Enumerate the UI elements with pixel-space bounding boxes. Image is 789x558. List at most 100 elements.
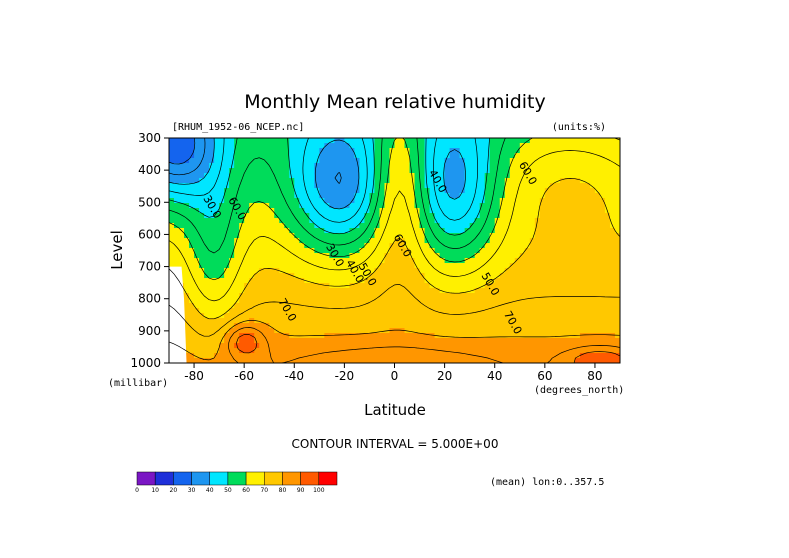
- heatmap-cell: [609, 183, 616, 189]
- heatmap-cell: [184, 263, 190, 269]
- heatmap-cell: [344, 268, 350, 274]
- heatmap-cell: [184, 298, 190, 304]
- heatmap-cell: [409, 233, 416, 239]
- heatmap-cell: [519, 223, 526, 229]
- heatmap-cell: [379, 303, 386, 309]
- heatmap-cell: [364, 333, 371, 339]
- heatmap-cell: [209, 333, 215, 339]
- heatmap-cell: [369, 178, 376, 184]
- heatmap-cell: [434, 148, 441, 154]
- heatmap-cell: [204, 358, 210, 363]
- heatmap-cell: [229, 308, 235, 314]
- heatmap-cell: [364, 298, 371, 304]
- heatmap-cell: [529, 168, 536, 174]
- heatmap-cell: [504, 223, 511, 229]
- heatmap-cell: [194, 223, 200, 229]
- heatmap-cell: [439, 143, 446, 149]
- heatmap-cell: [499, 168, 506, 174]
- heatmap-cell: [574, 298, 581, 304]
- heatmap-cell: [344, 238, 350, 244]
- heatmap-cell: [519, 283, 526, 289]
- heatmap-cell: [439, 338, 446, 344]
- heatmap-cell: [609, 208, 616, 214]
- heatmap-cell: [609, 348, 616, 354]
- heatmap-cell: [384, 228, 391, 234]
- heatmap-cell: [389, 283, 396, 289]
- heatmap-cell: [514, 153, 521, 159]
- heatmap-cell: [224, 243, 230, 249]
- heatmap-cell: [459, 303, 466, 309]
- heatmap-cell: [239, 303, 245, 309]
- heatmap-cell: [589, 178, 596, 184]
- heatmap-cell: [389, 143, 396, 149]
- heatmap-cell: [194, 358, 200, 363]
- x-tick-label: -60: [234, 369, 254, 383]
- heatmap-cell: [289, 183, 295, 189]
- heatmap-cell: [224, 298, 230, 304]
- heatmap-cell: [384, 193, 391, 199]
- heatmap-cell: [499, 263, 506, 269]
- heatmap-cell: [354, 308, 361, 314]
- heatmap-cell: [419, 298, 426, 304]
- heatmap-cell: [199, 288, 205, 294]
- heatmap-cell: [484, 293, 491, 299]
- heatmap-cell: [594, 358, 601, 363]
- heatmap-cell: [439, 233, 446, 239]
- heatmap-cell: [424, 263, 431, 269]
- heatmap-cell: [389, 293, 396, 299]
- heatmap-cell: [504, 178, 511, 184]
- heatmap-cell: [169, 203, 175, 209]
- heatmap-cell: [429, 153, 436, 159]
- heatmap-cell: [299, 278, 305, 284]
- heatmap-cell: [169, 173, 175, 179]
- heatmap-cell: [379, 333, 386, 339]
- heatmap-cell: [329, 198, 335, 204]
- heatmap-cell: [404, 163, 411, 169]
- heatmap-cell: [539, 248, 546, 254]
- heatmap-cell: [514, 158, 521, 164]
- heatmap-cell: [339, 233, 345, 239]
- heatmap-cell: [579, 183, 586, 189]
- heatmap-cell: [374, 158, 381, 164]
- heatmap-cell: [279, 218, 285, 224]
- heatmap-cell: [399, 173, 406, 179]
- heatmap-cell: [564, 248, 571, 254]
- heatmap-cell: [539, 358, 546, 363]
- heatmap-cell: [449, 208, 456, 214]
- heatmap-cell: [294, 338, 300, 344]
- heatmap-cell: [169, 243, 175, 249]
- heatmap-cell: [574, 168, 581, 174]
- heatmap-cell: [459, 213, 466, 219]
- heatmap-cell: [194, 323, 200, 329]
- heatmap-cell: [314, 193, 320, 199]
- heatmap-cell: [544, 348, 551, 354]
- heatmap-cell: [429, 343, 436, 349]
- heatmap-cell: [524, 198, 531, 204]
- heatmap-cell: [479, 283, 486, 289]
- heatmap-cell: [389, 348, 396, 354]
- heatmap-cell: [554, 178, 561, 184]
- heatmap-cell: [274, 183, 280, 189]
- heatmap-cell: [349, 223, 356, 229]
- heatmap-cell: [404, 168, 411, 174]
- heatmap-cell: [399, 143, 406, 149]
- heatmap-cell: [564, 138, 571, 144]
- heatmap-cell: [464, 278, 471, 284]
- heatmap-cell: [564, 308, 571, 314]
- heatmap-cell: [544, 323, 551, 329]
- heatmap-cell: [324, 198, 330, 204]
- heatmap-cell: [409, 173, 416, 179]
- heatmap-cell: [209, 303, 215, 309]
- heatmap-cell: [509, 278, 516, 284]
- heatmap-cell: [309, 193, 315, 199]
- heatmap-cell: [444, 353, 451, 359]
- heatmap-cell: [189, 173, 195, 179]
- heatmap-cell: [239, 318, 245, 324]
- heatmap-cell: [284, 278, 290, 284]
- heatmap-cell: [259, 313, 265, 319]
- heatmap-cell: [404, 193, 411, 199]
- heatmap-cell: [319, 308, 325, 314]
- heatmap-cell: [524, 183, 531, 189]
- heatmap-cell: [379, 308, 386, 314]
- heatmap-cell: [424, 143, 431, 149]
